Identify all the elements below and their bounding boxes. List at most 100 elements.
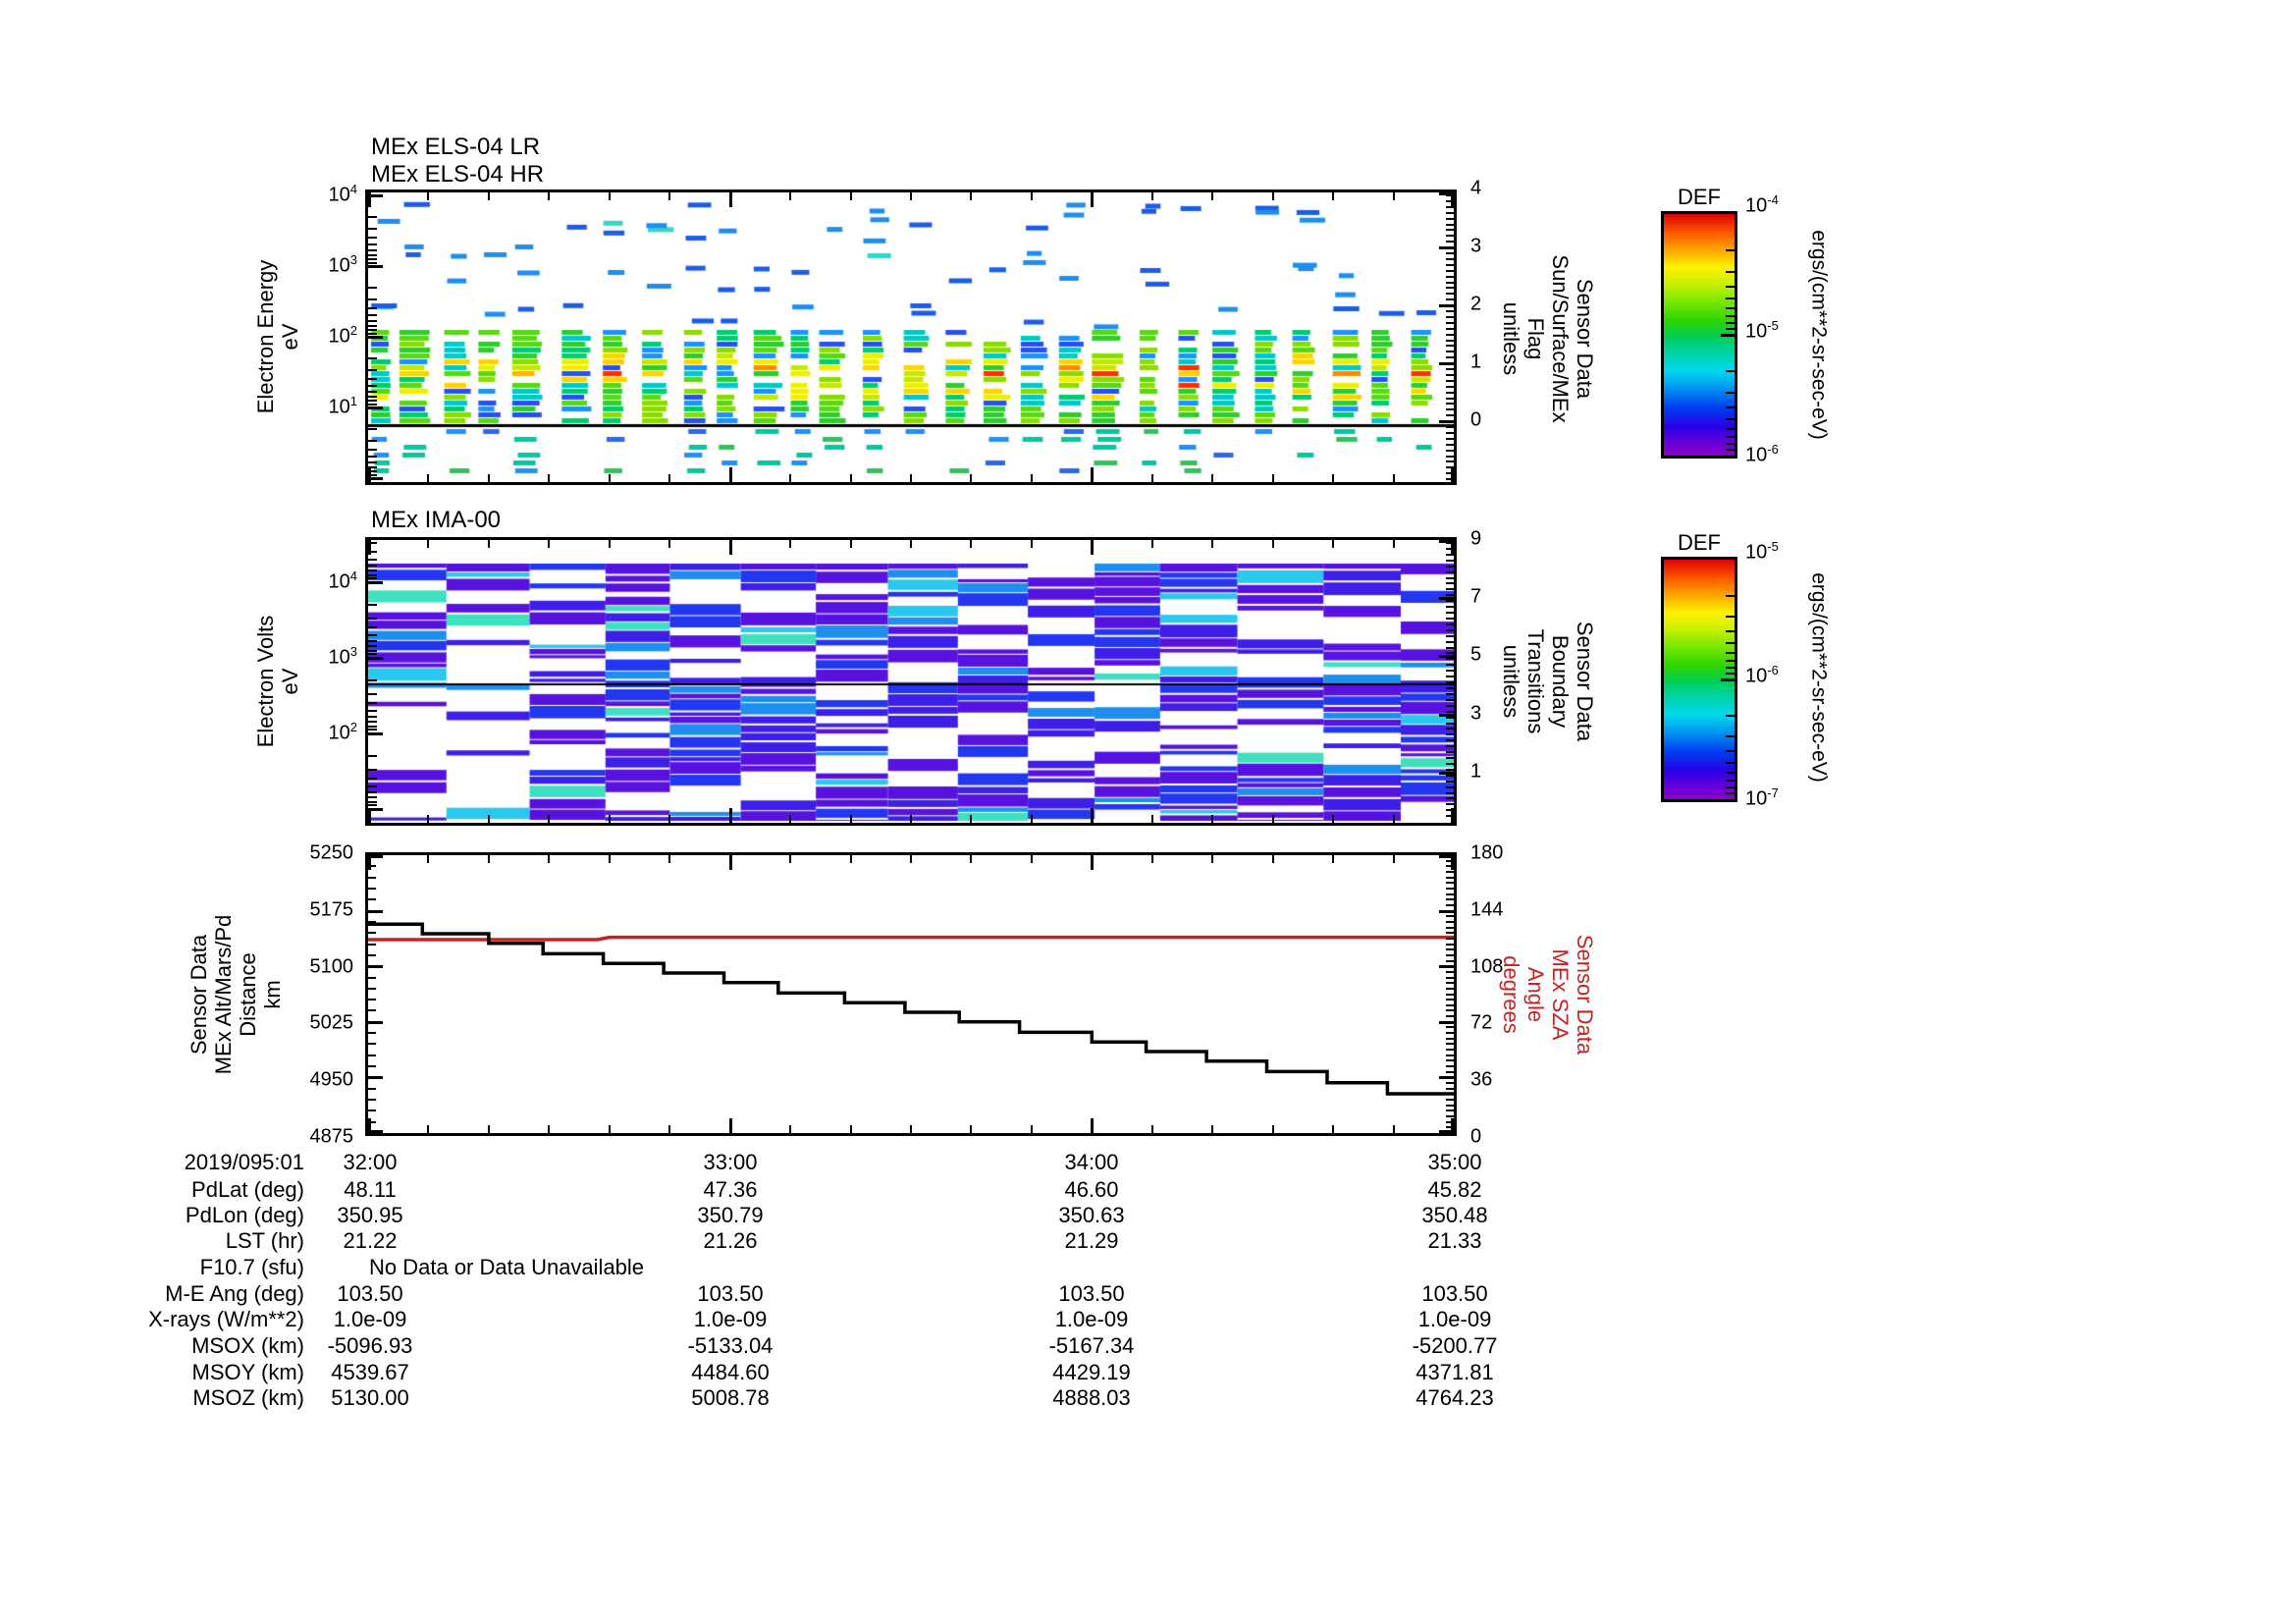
tick-mark xyxy=(1726,271,1735,273)
tick-mark xyxy=(1726,792,1735,794)
axis-label-line: Angle xyxy=(1523,966,1548,1023)
tick-mark xyxy=(1446,1115,1454,1117)
tick-mark xyxy=(1439,910,1454,913)
tick-mark xyxy=(1151,1125,1153,1133)
tick-mark xyxy=(668,474,670,482)
tick-mark xyxy=(1393,815,1395,823)
footer-row-label: MSOZ (km) xyxy=(192,1385,304,1410)
tick-mark xyxy=(368,428,377,430)
tick-mark xyxy=(1446,594,1454,596)
footer-value: 103.50 xyxy=(1421,1281,1488,1306)
tick-mark xyxy=(1446,954,1454,956)
tick-mark xyxy=(1439,362,1454,365)
els-y-axis-label: Electron Energy eV xyxy=(253,260,302,414)
tick-mark xyxy=(789,855,791,863)
tick-mark xyxy=(1446,1055,1454,1056)
tick-mark xyxy=(1446,658,1454,660)
footer-row-label: PdLat (deg) xyxy=(191,1177,304,1202)
footer-value: 103.50 xyxy=(1058,1281,1125,1306)
tick-mark xyxy=(1451,1118,1454,1133)
tick-mark xyxy=(368,477,383,480)
tick-mark xyxy=(1446,904,1454,906)
tick-mark xyxy=(1726,418,1735,420)
tick-mark xyxy=(1091,1118,1094,1133)
tick-mark xyxy=(368,298,377,300)
tick-mark xyxy=(1446,971,1454,973)
tick-mark xyxy=(1439,1076,1454,1079)
altitude-tick-label: 5175 xyxy=(309,898,354,921)
tick-mark xyxy=(368,898,376,900)
tick-mark xyxy=(970,474,972,482)
tick-mark xyxy=(1446,629,1454,631)
tick-mark xyxy=(1332,474,1334,482)
tick-mark xyxy=(1726,436,1735,438)
tick-mark xyxy=(368,254,377,256)
tick-mark xyxy=(1446,797,1454,799)
position-line-chart xyxy=(368,922,1454,1096)
tick-mark xyxy=(548,815,550,823)
tick-mark xyxy=(729,192,732,207)
tick-mark xyxy=(1211,474,1213,482)
tick-mark xyxy=(368,1009,376,1011)
tick-mark xyxy=(1393,474,1395,482)
tick-mark xyxy=(1446,456,1454,458)
tick-mark xyxy=(850,192,852,200)
tick-mark xyxy=(1091,540,1094,555)
tick-mark xyxy=(368,396,377,398)
tick-mark xyxy=(1726,249,1735,251)
tick-mark xyxy=(1726,286,1735,288)
tick-mark xyxy=(368,1065,376,1067)
tick-mark xyxy=(368,944,376,946)
tick-mark xyxy=(368,228,377,230)
tick-mark xyxy=(1091,192,1094,207)
tick-mark xyxy=(368,265,383,268)
tick-mark xyxy=(850,855,852,863)
tick-mark xyxy=(1726,630,1735,632)
tick-mark xyxy=(1446,548,1454,550)
tick-mark xyxy=(548,855,550,863)
tick-mark xyxy=(1446,571,1454,573)
tick-mark xyxy=(1446,877,1454,879)
footer-value: 350.79 xyxy=(697,1203,764,1227)
position-axis-ticks xyxy=(368,855,1454,1133)
tick-mark xyxy=(368,921,376,923)
tick-mark xyxy=(368,440,377,442)
tick-mark xyxy=(368,466,377,468)
tick-mark xyxy=(1446,1032,1454,1034)
tick-mark xyxy=(1151,540,1153,548)
axis-label-line: unitless xyxy=(1499,301,1523,376)
footer-row-label: LST (hr) xyxy=(225,1228,304,1253)
tick-mark xyxy=(368,325,377,327)
tick-mark xyxy=(1446,293,1454,295)
tick-mark xyxy=(1726,616,1735,618)
footer-value: 4888.03 xyxy=(1052,1385,1131,1410)
footer-value: 1.0e-09 xyxy=(1054,1307,1129,1331)
tick-mark xyxy=(1446,948,1454,950)
els-flag-tick-label: 4 xyxy=(1470,177,1482,199)
axis-label-line: Transitions xyxy=(1523,628,1548,734)
tick-mark xyxy=(729,540,732,555)
tick-mark xyxy=(368,406,383,409)
els-axis-ticks xyxy=(368,192,1454,482)
tick-mark xyxy=(609,1125,611,1133)
tick-mark xyxy=(609,192,611,200)
tick-mark xyxy=(368,679,377,681)
tick-mark xyxy=(1446,745,1454,747)
tick-mark xyxy=(1211,815,1213,823)
tick-mark xyxy=(368,540,371,555)
tick-mark xyxy=(427,815,429,823)
tick-mark xyxy=(368,474,377,476)
tick-mark xyxy=(368,785,377,787)
tick-mark xyxy=(1446,717,1454,719)
tick-mark xyxy=(1446,264,1454,266)
axis-label-line: Electron Volts xyxy=(253,615,278,748)
footer-row-label: MSOY (km) xyxy=(191,1360,304,1384)
els-y-tick-label: 103 xyxy=(328,251,357,277)
tick-mark xyxy=(1272,815,1274,823)
axis-label-line: eV xyxy=(278,323,302,351)
tick-mark xyxy=(368,1032,376,1034)
footer-value: -5200.77 xyxy=(1412,1333,1498,1358)
tick-mark xyxy=(1726,428,1735,430)
colorbar2-tick-label: 10-6 xyxy=(1745,662,1779,687)
